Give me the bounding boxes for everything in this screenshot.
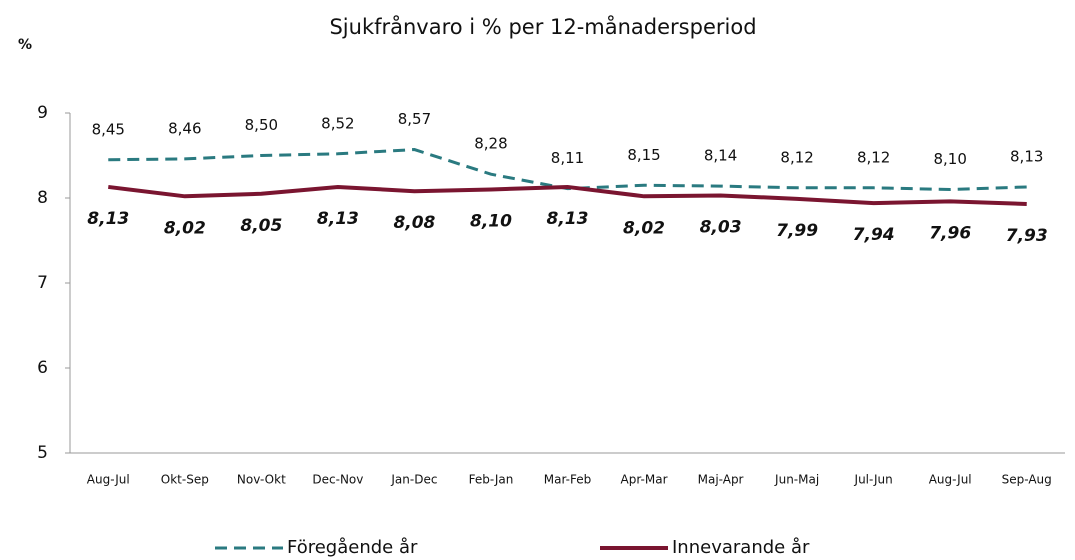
x-tick-label: Feb-Jan: [469, 473, 514, 487]
value-label: 8,02: [164, 218, 206, 238]
value-label: 7,96: [929, 223, 971, 243]
x-tick-label: Jan-Dec: [390, 473, 437, 487]
value-label: 7,93: [1006, 226, 1048, 246]
x-tick-label: Aug-Jul: [87, 473, 130, 487]
value-label: 8,52: [321, 114, 354, 132]
y-tick-label: 6: [37, 358, 48, 378]
value-label: 8,10: [933, 150, 966, 168]
value-label: 8,15: [627, 146, 660, 164]
x-tick-label: Jul-Jun: [854, 473, 893, 487]
x-tick-label: Maj-Apr: [698, 473, 744, 487]
value-label: 8,11: [551, 149, 584, 167]
value-label: 8,10: [470, 212, 512, 232]
value-label: 7,99: [776, 221, 818, 241]
x-tick-label: Sep-Aug: [1002, 473, 1052, 487]
y-tick-label: 8: [37, 188, 48, 208]
value-label: 8,46: [168, 119, 201, 137]
legend-label: Innevarande år: [672, 537, 810, 558]
x-tick-label: Dec-Nov: [312, 473, 363, 487]
x-tick-label: Apr-Mar: [621, 473, 668, 487]
y-tick-label: 5: [37, 443, 48, 463]
y-axis-label: %: [18, 37, 32, 53]
x-tick-label: Jun-Maj: [774, 473, 819, 487]
x-tick-label: Aug-Jul: [929, 473, 972, 487]
value-label: 8,13: [547, 209, 589, 229]
value-label: 8,14: [704, 147, 737, 165]
value-label: 8,45: [92, 120, 125, 138]
value-label: 8,13: [87, 209, 129, 229]
value-label: 8,12: [857, 148, 890, 166]
value-label: 8,12: [780, 148, 813, 166]
chart-title: Sjukfrånvaro i % per 12-månadersperiod: [329, 14, 756, 39]
value-label: 8,57: [398, 110, 431, 128]
x-tick-label: Mar-Feb: [544, 473, 591, 487]
value-label: 8,28: [474, 135, 507, 153]
line-series: [108, 184, 1027, 206]
legend-label: Föregående år: [287, 537, 418, 558]
value-label: 8,13: [317, 209, 359, 229]
y-tick-label: 9: [37, 103, 48, 123]
y-tick-label: 7: [37, 273, 48, 293]
x-tick-label: Okt-Sep: [161, 473, 209, 487]
value-label: 8,05: [240, 216, 282, 236]
value-label: 8,08: [393, 213, 435, 233]
value-label: 7,94: [853, 225, 895, 245]
value-label: 8,13: [1010, 147, 1043, 165]
x-tick-label: Nov-Okt: [237, 473, 286, 487]
value-label: 8,03: [700, 217, 742, 237]
value-label: 8,02: [623, 218, 665, 238]
value-label: 8,50: [245, 116, 278, 134]
